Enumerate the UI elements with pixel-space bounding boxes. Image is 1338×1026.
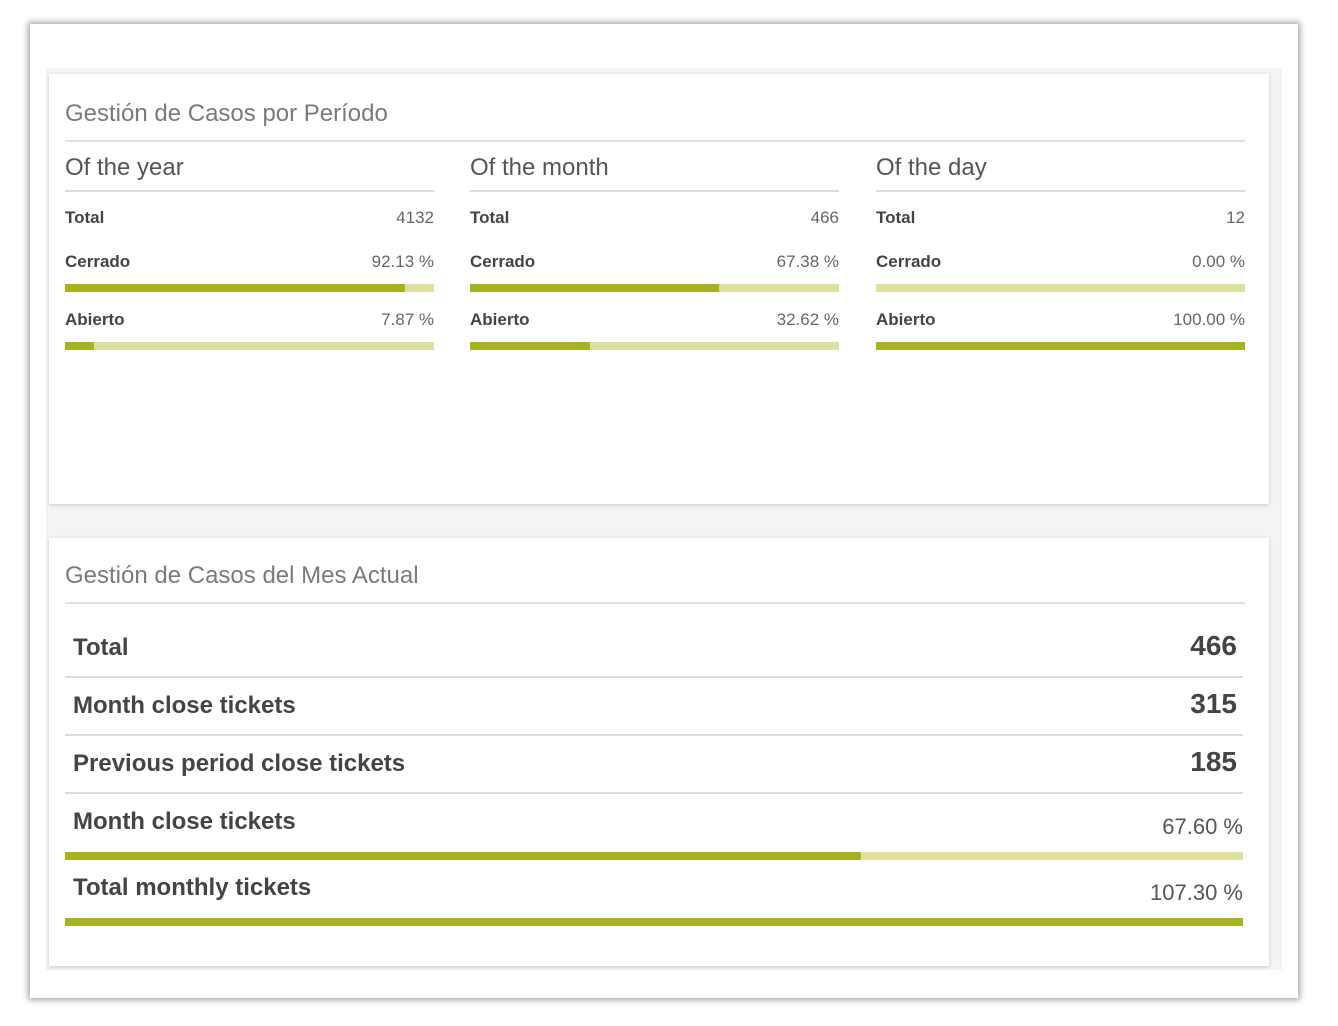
month-stat-label: Total	[73, 634, 129, 661]
year-open-label: Abierto	[65, 310, 125, 329]
month-stat-value: 185	[1190, 746, 1237, 777]
month-closed-value: 67.38 %	[776, 252, 839, 271]
year-column-title: Of the year	[65, 154, 184, 181]
day-open-label: Abierto	[876, 310, 936, 329]
period-panel: Gestión de Casos por Período Of the year…	[49, 74, 1269, 504]
month-column-divider	[470, 190, 839, 192]
month-open-progress-fill	[470, 342, 591, 350]
year-closed-label: Cerrado	[65, 252, 131, 271]
day-open-progress-bar	[876, 342, 1245, 350]
year-total-label: Total	[65, 208, 105, 227]
month-total-value: 466	[810, 208, 839, 227]
year-total-value: 4132	[396, 208, 434, 227]
month-column: Of the month Total 466 Cerrado 67.38 % A…	[470, 150, 839, 350]
day-closed-row: Cerrado 0.00 %	[876, 252, 1245, 274]
month-stat-row-close-tickets: Month close tickets 315	[65, 676, 1243, 736]
month-stat-label: Previous period close tickets	[73, 750, 406, 777]
month-close-percent-value: 67.60 %	[1162, 814, 1243, 839]
day-closed-value: 0.00 %	[1192, 252, 1245, 271]
month-open-progress-bar	[470, 342, 839, 350]
day-open-progress-fill	[876, 342, 1245, 350]
total-monthly-percent-bar	[65, 918, 1243, 926]
year-open-progress-fill	[65, 342, 95, 350]
year-closed-progress-bar	[65, 284, 434, 292]
day-column-divider	[876, 190, 1245, 192]
month-close-percent-row: Month close tickets 67.60 %	[65, 808, 1243, 868]
month-closed-progress-fill	[470, 284, 719, 292]
month-close-percent-label: Month close tickets	[73, 808, 296, 835]
year-open-value: 7.87 %	[381, 310, 434, 329]
month-close-percent-fill	[65, 852, 862, 860]
year-column: Of the year Total 4132 Cerrado 92.13 % A…	[65, 150, 434, 350]
day-column-title: Of the day	[876, 154, 987, 181]
total-monthly-percent-fill	[65, 918, 1243, 926]
period-panel-title: Gestión de Casos por Período	[65, 100, 388, 127]
year-closed-row: Cerrado 92.13 %	[65, 252, 434, 274]
month-closed-progress-bar	[470, 284, 839, 292]
day-column: Of the day Total 12 Cerrado 0.00 % Abier…	[876, 150, 1245, 350]
month-total-label: Total	[470, 208, 510, 227]
month-panel: Gestión de Casos del Mes Actual Total 46…	[49, 538, 1269, 966]
month-stat-value: 466	[1190, 630, 1237, 661]
month-total-row: Total 466	[470, 208, 839, 230]
month-panel-title: Gestión de Casos del Mes Actual	[65, 562, 419, 589]
month-stat-row-total: Total 466	[65, 618, 1243, 678]
month-open-row: Abierto 32.62 %	[470, 310, 839, 332]
year-total-row: Total 4132	[65, 208, 434, 230]
month-closed-row: Cerrado 67.38 %	[470, 252, 839, 274]
period-panel-divider	[65, 140, 1245, 142]
year-open-progress-bar	[65, 342, 434, 350]
day-closed-label: Cerrado	[876, 252, 942, 271]
month-stat-label: Month close tickets	[73, 692, 296, 719]
month-column-title: Of the month	[470, 154, 609, 181]
month-panel-divider	[65, 602, 1245, 604]
total-monthly-percent-value: 107.30 %	[1150, 880, 1243, 905]
month-open-value: 32.62 %	[776, 310, 839, 329]
day-open-row: Abierto 100.00 %	[876, 310, 1245, 332]
year-closed-progress-fill	[65, 284, 405, 292]
day-total-label: Total	[876, 208, 916, 227]
day-total-value: 12	[1226, 208, 1245, 227]
day-total-row: Total 12	[876, 208, 1245, 230]
day-closed-progress-bar	[876, 284, 1245, 292]
year-closed-value: 92.13 %	[371, 252, 434, 271]
day-open-value: 100.00 %	[1173, 310, 1245, 329]
year-column-divider	[65, 190, 434, 192]
month-open-label: Abierto	[470, 310, 530, 329]
year-open-row: Abierto 7.87 %	[65, 310, 434, 332]
dashboard-frame: Gestión de Casos por Período Of the year…	[30, 24, 1298, 998]
total-monthly-percent-label: Total monthly tickets	[73, 874, 312, 901]
month-stat-value: 315	[1190, 688, 1237, 719]
month-closed-label: Cerrado	[470, 252, 536, 271]
month-close-percent-bar	[65, 852, 1243, 860]
month-stat-row-previous-period: Previous period close tickets 185	[65, 734, 1243, 794]
total-monthly-percent-row: Total monthly tickets 107.30 %	[65, 874, 1243, 934]
